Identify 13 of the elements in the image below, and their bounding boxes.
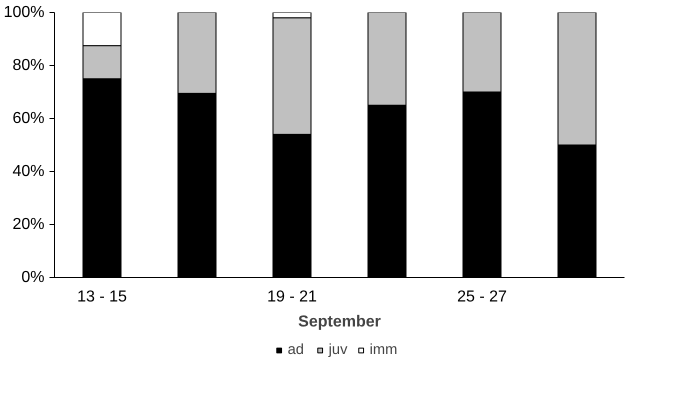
y-tick-label: 40% [12,163,45,180]
legend-label: ad [288,342,305,358]
x-axis-title: September [298,314,381,330]
x-tick-label: 13 - 15 [77,288,128,306]
y-tick-label: 20% [12,216,45,233]
y-tick-label: 80% [12,57,45,74]
legend-label: juv [328,342,348,358]
legend-label: imm [370,342,398,358]
y-tick-label: 100% [4,4,44,21]
x-tick-label: 25 - 27 [457,288,508,306]
y-tick-label: 0% [21,269,44,286]
y-tick-label: 60% [12,110,45,127]
x-tick-label: 19 - 21 [267,288,318,306]
